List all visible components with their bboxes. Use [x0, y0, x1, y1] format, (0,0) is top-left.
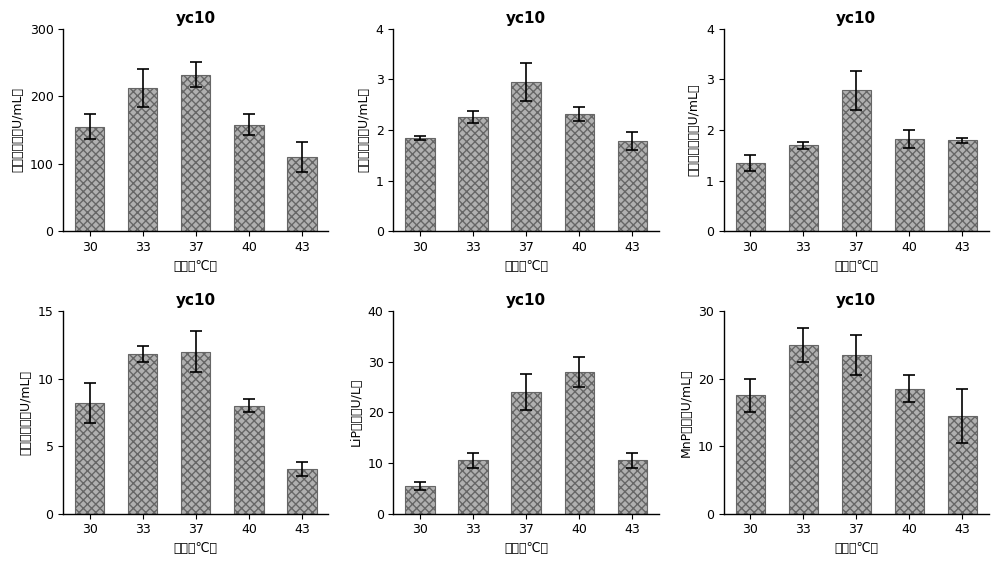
X-axis label: 温度（℃）: 温度（℃） — [504, 542, 548, 555]
Y-axis label: 纤维素酶活力（U/mL）: 纤维素酶活力（U/mL） — [687, 84, 700, 176]
X-axis label: 温度（℃）: 温度（℃） — [174, 542, 218, 555]
Bar — [948, 415, 977, 513]
Bar — [287, 469, 317, 513]
Y-axis label: 淦粉酶活力（U/mL）: 淦粉酶活力（U/mL） — [357, 88, 370, 173]
X-axis label: 温度（℃）: 温度（℃） — [834, 542, 878, 555]
Bar — [565, 372, 594, 513]
Bar — [75, 403, 104, 513]
Bar — [75, 127, 104, 231]
X-axis label: 温度（℃）: 温度（℃） — [504, 260, 548, 273]
Bar — [458, 460, 488, 513]
X-axis label: 温度（℃）: 温度（℃） — [834, 260, 878, 273]
Bar — [511, 82, 541, 231]
Bar — [842, 91, 871, 231]
Bar — [736, 163, 765, 231]
Bar — [948, 140, 977, 231]
Title: yc10: yc10 — [836, 293, 876, 308]
Title: yc10: yc10 — [506, 293, 546, 308]
Title: yc10: yc10 — [176, 293, 216, 308]
Title: yc10: yc10 — [176, 11, 216, 26]
Y-axis label: 蛋白酶活力（U/mL）: 蛋白酶活力（U/mL） — [19, 370, 32, 455]
Bar — [618, 460, 647, 513]
Bar — [181, 75, 210, 231]
Bar — [234, 125, 264, 231]
Bar — [842, 355, 871, 513]
Bar — [458, 117, 488, 231]
Y-axis label: MnP活力（U/mL）: MnP活力（U/mL） — [680, 368, 693, 457]
Y-axis label: 果胶酶活力（U/mL）: 果胶酶活力（U/mL） — [11, 88, 24, 173]
Bar — [405, 138, 435, 231]
Y-axis label: LiP活力（U/L）: LiP活力（U/L） — [349, 378, 362, 447]
Bar — [405, 486, 435, 513]
Title: yc10: yc10 — [836, 11, 876, 26]
Bar — [181, 351, 210, 513]
Bar — [511, 392, 541, 513]
Bar — [618, 141, 647, 231]
Bar — [128, 354, 157, 513]
Title: yc10: yc10 — [506, 11, 546, 26]
Bar — [895, 139, 924, 231]
Bar — [128, 88, 157, 231]
Bar — [287, 157, 317, 231]
Bar — [736, 396, 765, 513]
Bar — [789, 145, 818, 231]
Bar — [234, 405, 264, 513]
X-axis label: 温度（℃）: 温度（℃） — [174, 260, 218, 273]
Bar — [895, 389, 924, 513]
Bar — [565, 114, 594, 231]
Bar — [789, 345, 818, 513]
